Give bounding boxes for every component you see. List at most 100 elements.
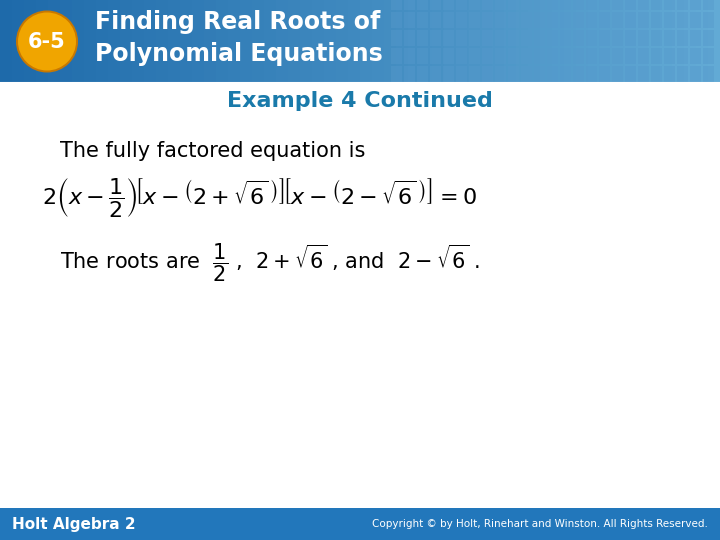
FancyBboxPatch shape [430, 66, 441, 82]
FancyBboxPatch shape [508, 30, 519, 46]
FancyBboxPatch shape [521, 66, 532, 82]
Ellipse shape [16, 10, 78, 72]
FancyBboxPatch shape [664, 0, 675, 10]
FancyBboxPatch shape [521, 30, 532, 46]
FancyBboxPatch shape [417, 0, 428, 10]
Bar [432, 0, 444, 83]
FancyBboxPatch shape [703, 12, 714, 28]
FancyBboxPatch shape [651, 66, 662, 82]
Bar [480, 0, 492, 83]
Text: Polynomial Equations: Polynomial Equations [95, 42, 383, 66]
FancyBboxPatch shape [625, 12, 636, 28]
FancyBboxPatch shape [638, 0, 649, 10]
FancyBboxPatch shape [430, 12, 441, 28]
Bar [300, 0, 312, 83]
FancyBboxPatch shape [677, 12, 688, 28]
Bar [624, 0, 636, 83]
Bar [276, 0, 288, 83]
FancyBboxPatch shape [703, 48, 714, 64]
Bar [468, 0, 480, 83]
FancyBboxPatch shape [508, 12, 519, 28]
FancyBboxPatch shape [391, 0, 402, 10]
FancyBboxPatch shape [456, 0, 467, 10]
FancyBboxPatch shape [703, 30, 714, 46]
FancyBboxPatch shape [664, 48, 675, 64]
FancyBboxPatch shape [495, 12, 506, 28]
FancyBboxPatch shape [391, 30, 402, 46]
FancyBboxPatch shape [495, 66, 506, 82]
FancyBboxPatch shape [586, 30, 597, 46]
FancyBboxPatch shape [625, 48, 636, 64]
FancyBboxPatch shape [482, 12, 493, 28]
FancyBboxPatch shape [482, 30, 493, 46]
FancyBboxPatch shape [547, 48, 558, 64]
Bar [492, 0, 504, 83]
FancyBboxPatch shape [469, 30, 480, 46]
FancyBboxPatch shape [391, 48, 402, 64]
FancyBboxPatch shape [391, 12, 402, 28]
Bar [168, 0, 180, 83]
FancyBboxPatch shape [495, 48, 506, 64]
FancyBboxPatch shape [534, 0, 545, 10]
Bar [528, 0, 540, 83]
FancyBboxPatch shape [612, 30, 623, 46]
FancyBboxPatch shape [651, 48, 662, 64]
FancyBboxPatch shape [612, 0, 623, 10]
Text: 6-5: 6-5 [28, 31, 66, 51]
FancyBboxPatch shape [690, 48, 701, 64]
Text: The fully factored equation is: The fully factored equation is [60, 141, 365, 161]
FancyBboxPatch shape [456, 30, 467, 46]
FancyBboxPatch shape [404, 30, 415, 46]
FancyBboxPatch shape [586, 12, 597, 28]
FancyBboxPatch shape [495, 0, 506, 10]
FancyBboxPatch shape [404, 0, 415, 10]
Text: Holt Algebra 2: Holt Algebra 2 [12, 516, 135, 531]
FancyBboxPatch shape [560, 12, 571, 28]
Bar [132, 0, 144, 83]
FancyBboxPatch shape [560, 0, 571, 10]
Text: $2\left( x - \dfrac{1}{2} \right)\!\left[ x - \left(2 + \sqrt{6}\,\right)\right]: $2\left( x - \dfrac{1}{2} \right)\!\left… [42, 177, 477, 220]
Bar [672, 0, 684, 83]
FancyBboxPatch shape [638, 12, 649, 28]
FancyBboxPatch shape [391, 66, 402, 82]
FancyBboxPatch shape [547, 66, 558, 82]
FancyBboxPatch shape [612, 66, 623, 82]
FancyBboxPatch shape [625, 30, 636, 46]
Ellipse shape [18, 12, 76, 71]
FancyBboxPatch shape [573, 66, 584, 82]
Bar [84, 0, 96, 83]
FancyBboxPatch shape [521, 12, 532, 28]
Bar [540, 0, 552, 83]
FancyBboxPatch shape [534, 66, 545, 82]
Bar [324, 0, 336, 83]
FancyBboxPatch shape [651, 0, 662, 10]
FancyBboxPatch shape [690, 12, 701, 28]
FancyBboxPatch shape [443, 0, 454, 10]
Bar [600, 0, 612, 83]
FancyBboxPatch shape [443, 66, 454, 82]
FancyBboxPatch shape [703, 0, 714, 10]
FancyBboxPatch shape [677, 0, 688, 10]
FancyBboxPatch shape [664, 66, 675, 82]
FancyBboxPatch shape [599, 0, 610, 10]
Bar [588, 0, 600, 83]
FancyBboxPatch shape [508, 0, 519, 10]
FancyBboxPatch shape [586, 48, 597, 64]
Bar [144, 0, 156, 83]
FancyBboxPatch shape [586, 0, 597, 10]
Bar [336, 0, 348, 83]
Bar [636, 0, 648, 83]
FancyBboxPatch shape [625, 66, 636, 82]
Bar [648, 0, 660, 83]
FancyBboxPatch shape [534, 48, 545, 64]
FancyBboxPatch shape [612, 48, 623, 64]
FancyBboxPatch shape [521, 0, 532, 10]
Bar [204, 0, 216, 83]
Bar [456, 0, 468, 83]
FancyBboxPatch shape [443, 48, 454, 64]
FancyBboxPatch shape [625, 0, 636, 10]
FancyBboxPatch shape [690, 0, 701, 10]
FancyBboxPatch shape [469, 48, 480, 64]
FancyBboxPatch shape [417, 12, 428, 28]
FancyBboxPatch shape [430, 0, 441, 10]
